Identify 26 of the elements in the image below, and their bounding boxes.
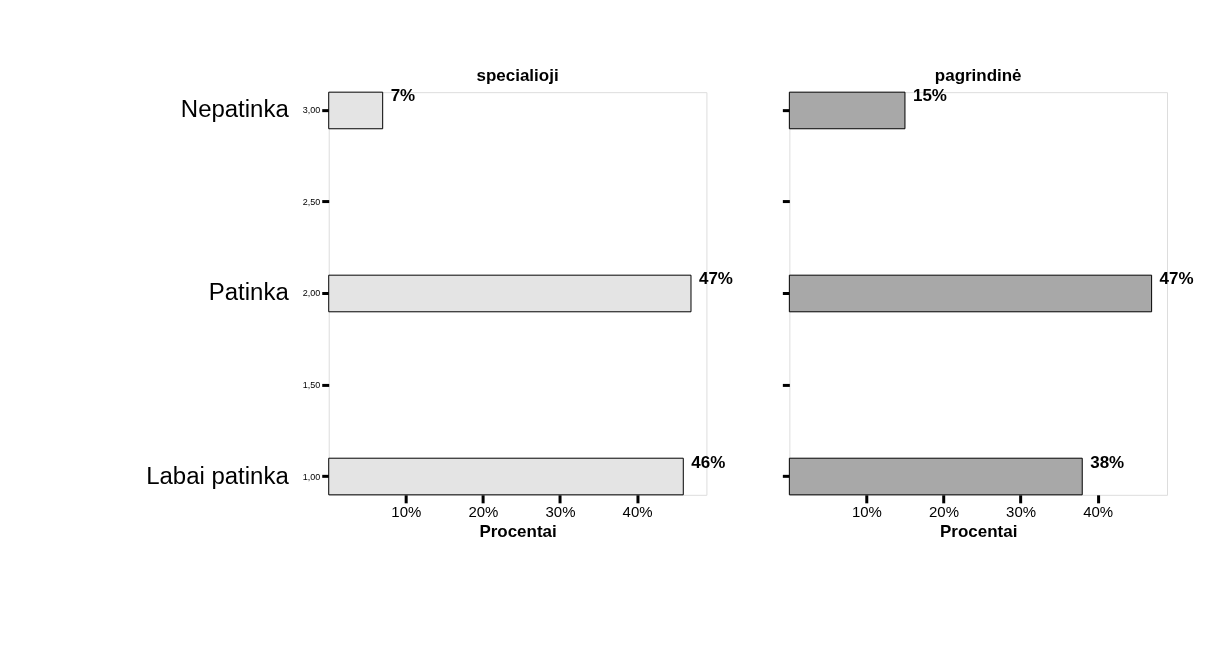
data-label: 46% (691, 452, 726, 472)
x-axis-title: Procentai (479, 522, 557, 542)
x-tick-label: 30% (545, 503, 576, 521)
y-tick-label: 2,00 (302, 288, 321, 299)
x-axis-title: Procentai (940, 522, 1018, 542)
x-tick-label: 20% (468, 503, 499, 521)
x-tick-label: 40% (1083, 503, 1114, 521)
data-label: 47% (1159, 269, 1194, 289)
x-tick-label: 10% (391, 503, 422, 521)
text: Labai patinka (146, 461, 290, 489)
data-label: 7% (390, 86, 416, 106)
x-tick-label: 20% (929, 503, 959, 521)
chart-title: pagrindinė (934, 66, 1022, 86)
data-label: 38% (1090, 452, 1125, 472)
y-tick-label: 1,00 (302, 471, 321, 482)
y-tick-label: 2,50 (302, 196, 321, 207)
x-tick-label: 30% (1006, 503, 1037, 521)
data-label: 47% (698, 269, 733, 289)
y-tick-label: 1,50 (302, 380, 321, 390)
data-label: 15% (912, 86, 947, 106)
y-tick-label: 3,00 (302, 105, 321, 116)
x-tick-label: 10% (851, 503, 882, 521)
chart-title: specialioji (476, 66, 559, 86)
text: Patinka (208, 278, 290, 306)
text: Nepatinka (180, 95, 290, 123)
x-tick-label: 40% (622, 503, 653, 521)
